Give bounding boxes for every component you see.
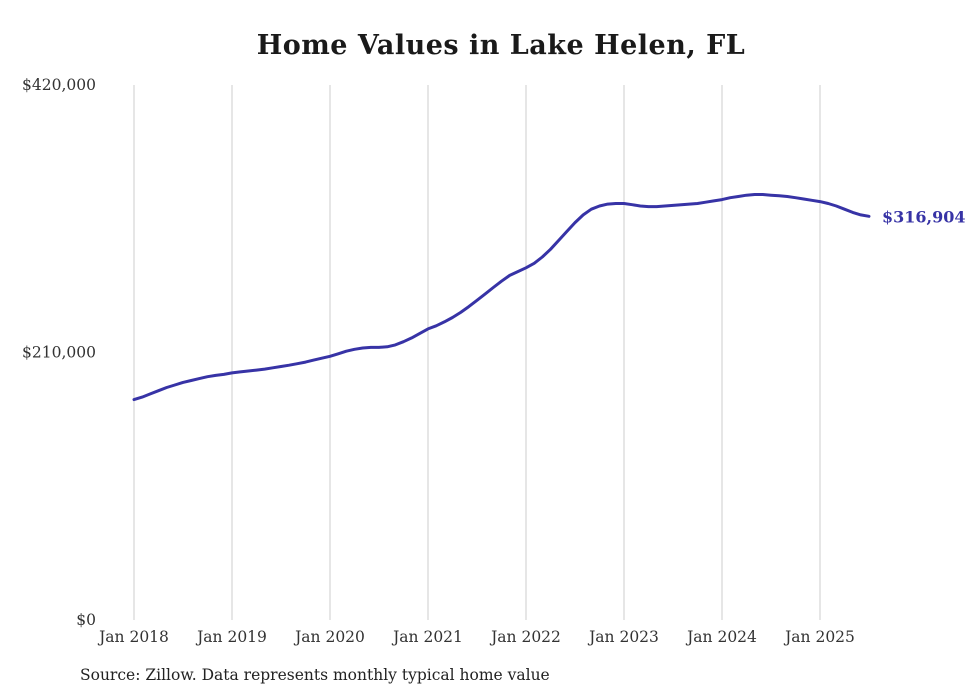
y-tick-label: $210,000	[22, 344, 96, 362]
x-tick-label: Jan 2019	[195, 628, 267, 646]
x-tick-label: Jan 2022	[489, 628, 561, 646]
x-tick-label: Jan 2025	[783, 628, 855, 646]
x-tick-label: Jan 2021	[391, 628, 463, 646]
y-tick-label: $420,000	[22, 76, 96, 94]
home-value-line	[132, 193, 871, 402]
x-tick-label: Jan 2020	[293, 628, 365, 646]
x-tick-label: Jan 2018	[97, 628, 169, 646]
x-tick-label: Jan 2024	[685, 628, 757, 646]
source-note: Source: Zillow. Data represents monthly …	[80, 666, 550, 684]
end-value-label: $316,904	[882, 207, 966, 226]
x-tick-label: Jan 2023	[587, 628, 659, 646]
y-tick-label: $0	[76, 611, 96, 629]
chart-title: Home Values in Lake Helen, FL	[256, 30, 746, 61]
